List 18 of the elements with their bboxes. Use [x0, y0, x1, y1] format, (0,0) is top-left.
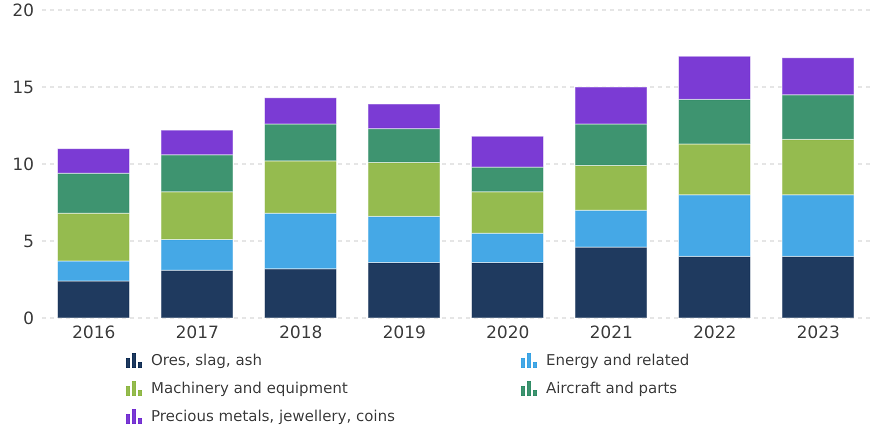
x-tick-label: 2019 [382, 323, 426, 344]
y-tick-label: 20 [12, 1, 34, 22]
legend-label: Aircraft and parts [546, 379, 678, 397]
x-tick-label: 2017 [176, 323, 219, 344]
legend-label: Energy and related [546, 351, 690, 369]
x-tick-label: 2020 [486, 323, 530, 344]
x-tick-label: 2016 [72, 323, 116, 344]
legend-label: Precious metals, jewellery, coins [151, 407, 395, 425]
x-tick-label: 2023 [796, 323, 840, 344]
legend-label: Ores, slag, ash [151, 351, 262, 369]
y-tick-label: 5 [23, 232, 34, 252]
legend-label: Machinery and equipment [151, 379, 348, 397]
x-tick-label: 2021 [590, 323, 633, 344]
y-tick-label: 10 [12, 155, 34, 176]
x-tick-label: 2022 [693, 323, 736, 344]
y-tick-label: 0 [23, 309, 34, 330]
x-tick-label: 2018 [279, 323, 322, 344]
y-tick-label: 15 [12, 78, 34, 98]
